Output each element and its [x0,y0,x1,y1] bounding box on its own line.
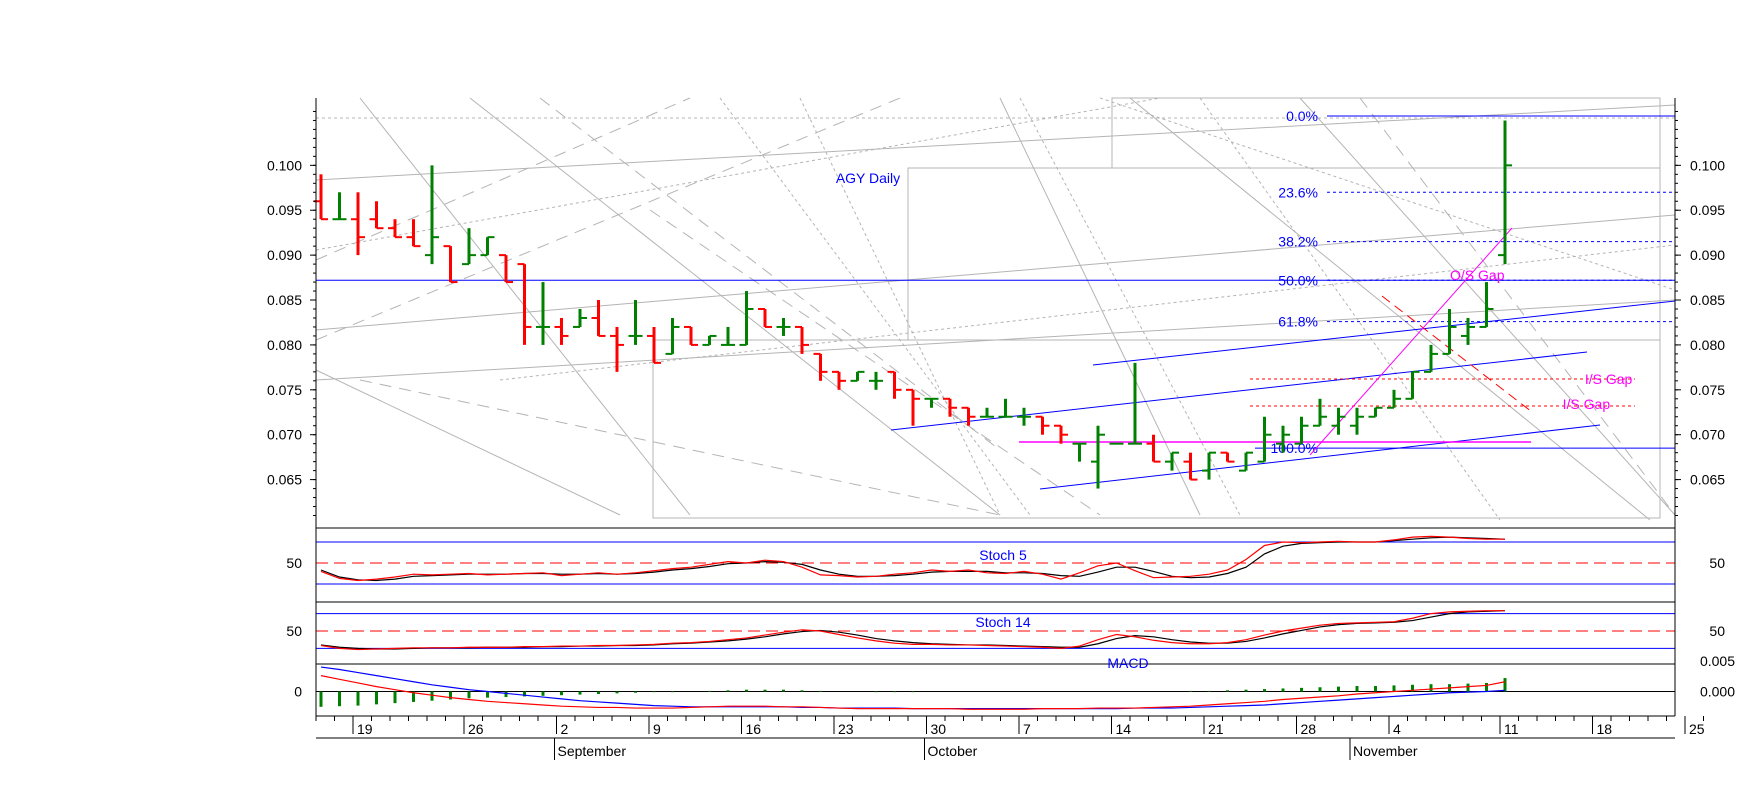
gap-fill-line [1381,295,1533,413]
fib-level-label: 38.2% [1278,234,1318,250]
day-tick-label: 21 [1208,721,1224,737]
indicator-tick-label: 0.000 [1700,684,1735,700]
day-tick-label: 14 [1116,721,1132,737]
gap-label: I/S Gap [1563,396,1611,412]
day-tick-label: 4 [1393,721,1401,737]
day-tick-label: 9 [653,721,661,737]
price-tick-label-right: 0.080 [1690,337,1725,353]
grid-trend-line [799,97,1001,516]
indicator-panels: Stoch 5 50 50 Stoch 14 50 50 MACD 0 0.005 0.000 [286,527,1735,710]
indicator-label: Stoch 14 [975,614,1030,630]
grid-trend-line [719,97,1031,516]
grid-box [1111,97,1661,169]
grid-trend-line [359,379,1001,516]
chart-title: AGY Daily [836,170,900,186]
fib-level-label: 0.0% [1286,108,1318,124]
channel-line [890,351,1588,431]
grid-trend-line [499,244,1676,381]
day-tick-label: 23 [838,721,854,737]
grid-trend-line [1099,97,1676,291]
day-tick-label: 30 [931,721,947,737]
grid-box [652,339,1661,519]
indicator-label: Stoch 5 [979,547,1027,563]
day-tick-label: 7 [1023,721,1031,737]
grid-trend-line [649,209,1101,516]
grid-trend-line [315,97,1161,251]
trend-grid-lines [315,97,1676,521]
gap-label: I/S Gap [1585,371,1633,387]
month-label: November [1353,743,1418,759]
indicator-tick-label: 50 [1709,555,1725,571]
price-tick-label-right: 0.090 [1690,247,1725,263]
grid-trend-line [469,97,1001,516]
indicator-tick-label: 0.005 [1700,653,1735,669]
fib-level-label: 50.0% [1278,272,1318,288]
price-tick-label-right: 0.085 [1690,292,1725,308]
grid-trend-line [315,97,691,261]
channel-line [1039,424,1601,490]
day-tick-label: 18 [1597,721,1613,737]
price-tick-label-left: 0.090 [267,247,302,263]
month-label: September [558,743,627,759]
price-tick-label-right: 0.100 [1690,157,1725,173]
gap-label: O/S Gap [1450,267,1505,283]
day-tick-label: 28 [1301,721,1317,737]
day-tick-label: 16 [746,721,762,737]
fib-level-label: 61.8% [1278,314,1318,330]
indicator-label: MACD [1107,655,1148,671]
indicator-tick-label: 50 [1709,623,1725,639]
price-tick-label-left: 0.085 [267,292,302,308]
stoch-k-line [320,610,1505,651]
indicator-tick-label: 50 [286,555,302,571]
price-tick-label-left: 0.095 [267,202,302,218]
day-tick-label: 25 [1689,721,1705,737]
price-tick-label-right: 0.070 [1690,427,1725,443]
price-tick-label-left: 0.100 [267,157,302,173]
price-tick-label-left: 0.080 [267,337,302,353]
grid-trend-line [315,97,901,341]
stoch-d-line [320,610,1506,650]
day-tick-label: 2 [561,721,569,737]
gap-trend-line [1309,227,1513,456]
grid-trend-line [539,97,1001,451]
day-tick-label: 19 [357,721,373,737]
indicator-tick-label: 50 [286,623,302,639]
price-tick-label-left: 0.070 [267,427,302,443]
stoch-k-line [320,535,1505,582]
fib-level-label: 23.6% [1278,184,1318,200]
month-label: October [928,743,978,759]
day-tick-label: 26 [468,721,484,737]
day-tick-label: 11 [1504,721,1519,737]
grid-trend-line [315,369,621,516]
indicator-tick-label: 0 [294,684,302,700]
annotation-overlays: 0.0%23.6%38.2%50.0%61.8%100.0%O/S GapI/S… [316,108,1676,490]
macd-line [320,675,1506,710]
price-tick-label-right: 0.065 [1690,472,1725,488]
price-bars [314,120,1512,489]
channel-line [1092,300,1676,366]
grid-trend-line [315,104,1676,181]
price-tick-label-right: 0.075 [1690,382,1725,398]
price-tick-label-left: 0.075 [267,382,302,398]
price-tick-label-right: 0.095 [1690,202,1725,218]
price-tick-label-left: 0.065 [267,472,302,488]
axes: 0.065 0.065 0.070 0.070 0.075 0.075 0.080 0.080… [267,98,1725,760]
grid-trend-line [999,97,1201,516]
